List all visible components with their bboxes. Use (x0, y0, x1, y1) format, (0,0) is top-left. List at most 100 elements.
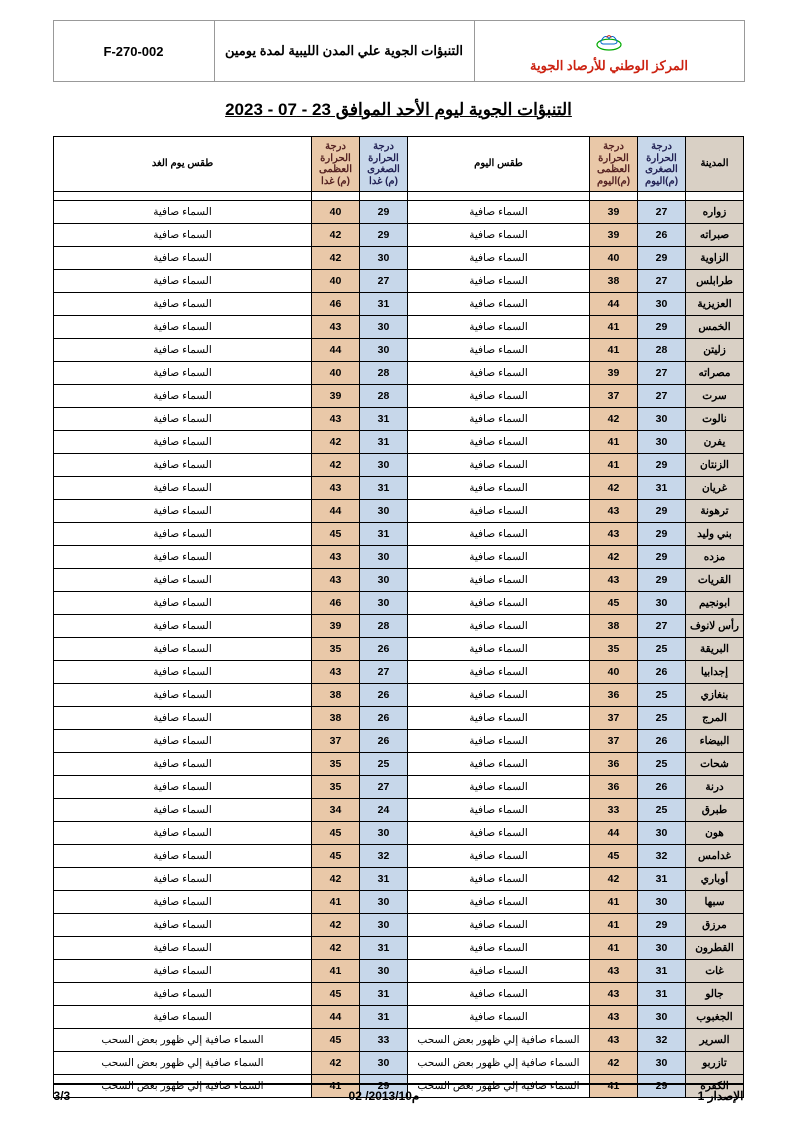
table-row: تازربو3042السماء صافية إلي ظهور بعض السح… (54, 1052, 744, 1075)
cell-tmax-today: 45 (590, 592, 638, 615)
cell-city: هون (686, 822, 744, 845)
cell-city: طرابلس (686, 270, 744, 293)
cell-weather-today: السماء صافية (408, 799, 590, 822)
cell-tmax-today: 43 (590, 960, 638, 983)
cell-weather-today: السماء صافية (408, 638, 590, 661)
cell-tmin-today: 25 (638, 707, 686, 730)
cell-tmax-tmrw: 46 (312, 293, 360, 316)
cell-weather-today: السماء صافية (408, 270, 590, 293)
cell-tmax-today: 41 (590, 454, 638, 477)
cell-tmax-today: 42 (590, 477, 638, 500)
cell-weather-today: السماء صافية (408, 730, 590, 753)
cell-tmax-tmrw: 43 (312, 477, 360, 500)
cell-tmin-today: 30 (638, 592, 686, 615)
cell-city: يفرن (686, 431, 744, 454)
table-row: البريقة2535السماء صافية2635السماء صافية (54, 638, 744, 661)
cell-tmax-tmrw: 45 (312, 1029, 360, 1052)
cell-tmin-tmrw: 31 (360, 293, 408, 316)
cell-tmin-today: 30 (638, 431, 686, 454)
col-head-city: المدينة (686, 137, 744, 192)
cell-tmin-today: 30 (638, 1006, 686, 1029)
cell-tmax-tmrw: 35 (312, 753, 360, 776)
cell-city: القطرون (686, 937, 744, 960)
cell-city: شحات (686, 753, 744, 776)
cell-tmin-today: 30 (638, 891, 686, 914)
table-row: غريان3142السماء صافية3143السماء صافية (54, 477, 744, 500)
table-row: بنغازي2536السماء صافية2638السماء صافية (54, 684, 744, 707)
table-row: سبها3041السماء صافية3041السماء صافية (54, 891, 744, 914)
cell-tmin-tmrw: 30 (360, 316, 408, 339)
table-row: مرزق2941السماء صافية3042السماء صافية (54, 914, 744, 937)
cell-tmax-tmrw: 38 (312, 684, 360, 707)
cell-city: درنة (686, 776, 744, 799)
cell-tmax-today: 36 (590, 776, 638, 799)
cell-city: مصراته (686, 362, 744, 385)
table-row: الخمس2941السماء صافية3043السماء صافية (54, 316, 744, 339)
cell-tmin-today: 26 (638, 776, 686, 799)
org-logo-icon (591, 29, 627, 56)
table-row: ابونجيم3045السماء صافية3046السماء صافية (54, 592, 744, 615)
table-row: غات3143السماء صافية3041السماء صافية (54, 960, 744, 983)
cell-tmax-tmrw: 37 (312, 730, 360, 753)
cell-weather-today: السماء صافية (408, 408, 590, 431)
cell-tmax-tmrw: 43 (312, 569, 360, 592)
cell-tmax-today: 37 (590, 730, 638, 753)
cell-tmin-today: 29 (638, 316, 686, 339)
col-head-tmin-today: درجة الحرارة الصغرى (م)اليوم (638, 137, 686, 192)
cell-tmax-tmrw: 38 (312, 707, 360, 730)
cell-weather-tmrw: السماء صافية إلي ظهور بعض السحب (54, 1052, 312, 1075)
cell-tmin-today: 25 (638, 638, 686, 661)
cell-city: البيضاء (686, 730, 744, 753)
cell-tmax-tmrw: 35 (312, 776, 360, 799)
cell-weather-tmrw: السماء صافية (54, 776, 312, 799)
cell-weather-today: السماء صافية (408, 569, 590, 592)
cell-tmin-today: 29 (638, 546, 686, 569)
cell-tmax-tmrw: 39 (312, 615, 360, 638)
footer-page: 3/3 (54, 1089, 71, 1103)
cell-tmax-tmrw: 42 (312, 914, 360, 937)
table-row: شحات2536السماء صافية2535السماء صافية (54, 753, 744, 776)
cell-weather-tmrw: السماء صافية (54, 707, 312, 730)
cell-weather-today: السماء صافية (408, 201, 590, 224)
cell-weather-today: السماء صافية (408, 454, 590, 477)
cell-tmin-tmrw: 26 (360, 684, 408, 707)
cell-city: نالوت (686, 408, 744, 431)
cell-tmax-tmrw: 45 (312, 845, 360, 868)
cell-tmax-today: 41 (590, 891, 638, 914)
table-row: العزيزية3044السماء صافية3146السماء صافية (54, 293, 744, 316)
cell-city: السرير (686, 1029, 744, 1052)
cell-tmax-today: 36 (590, 684, 638, 707)
cell-city: البريقة (686, 638, 744, 661)
table-row: غدامس3245السماء صافية3245السماء صافية (54, 845, 744, 868)
cell-tmin-tmrw: 31 (360, 431, 408, 454)
cell-weather-tmrw: السماء صافية (54, 592, 312, 615)
cell-tmax-tmrw: 41 (312, 960, 360, 983)
cell-tmin-tmrw: 30 (360, 960, 408, 983)
cell-tmax-tmrw: 40 (312, 270, 360, 293)
table-row: إجدابيا2640السماء صافية2743السماء صافية (54, 661, 744, 684)
cell-tmin-tmrw: 31 (360, 477, 408, 500)
cell-city: الخمس (686, 316, 744, 339)
cell-tmin-tmrw: 30 (360, 500, 408, 523)
cell-tmin-tmrw: 27 (360, 661, 408, 684)
footer-issue: الإصدار 1 (698, 1089, 744, 1103)
table-row: السرير3243السماء صافية إلي ظهور بعض السح… (54, 1029, 744, 1052)
cell-city: بني وليد (686, 523, 744, 546)
cell-weather-today: السماء صافية (408, 868, 590, 891)
form-title: التنبؤات الجوية علي المدن الليبية لمدة ي… (214, 21, 474, 81)
table-row: المرج2537السماء صافية2638السماء صافية (54, 707, 744, 730)
cell-tmax-today: 43 (590, 983, 638, 1006)
cell-tmax-today: 41 (590, 431, 638, 454)
cell-tmax-tmrw: 39 (312, 385, 360, 408)
cell-tmax-today: 42 (590, 546, 638, 569)
cell-weather-today: السماء صافية (408, 661, 590, 684)
cell-tmax-today: 37 (590, 385, 638, 408)
col-head-tmax-tmrw: درجة الحرارة العظمى (م) غدا (312, 137, 360, 192)
cell-weather-today: السماء صافية (408, 500, 590, 523)
cell-tmin-today: 25 (638, 753, 686, 776)
form-code: F-270-002 (54, 21, 214, 81)
cell-weather-tmrw: السماء صافية (54, 408, 312, 431)
cell-tmax-today: 38 (590, 270, 638, 293)
cell-weather-tmrw: السماء صافية (54, 247, 312, 270)
table-row: سرت2737السماء صافية2839السماء صافية (54, 385, 744, 408)
